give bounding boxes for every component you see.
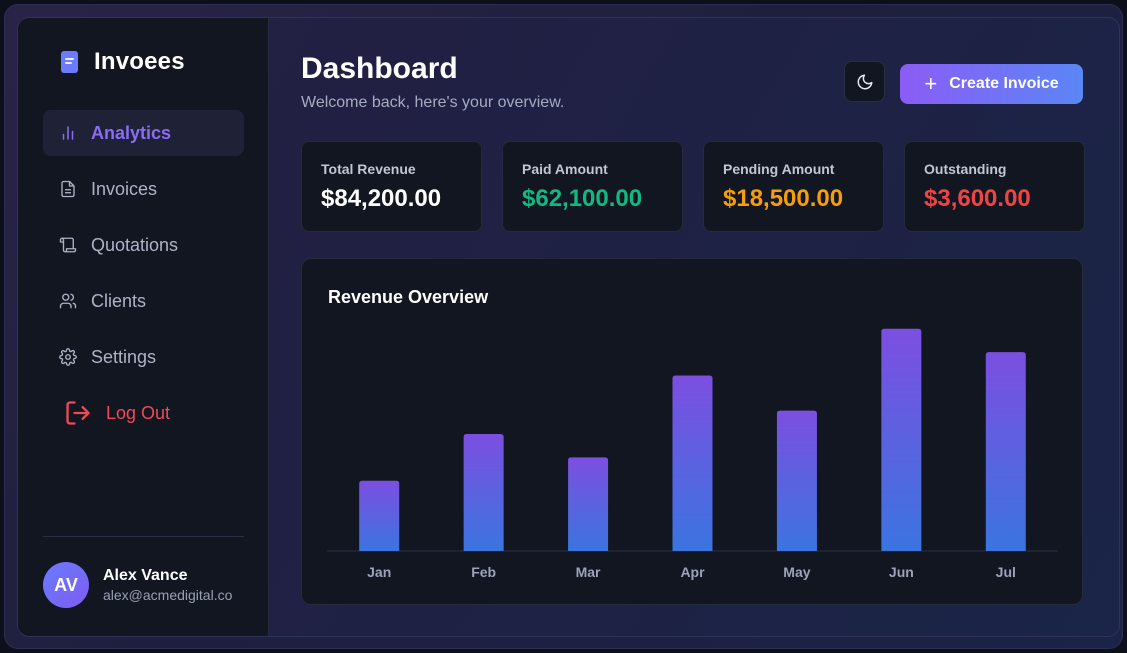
theme-toggle-button[interactable]	[844, 61, 885, 102]
stat-label: Pending Amount	[723, 161, 835, 177]
x-tick-label: Mar	[576, 564, 601, 580]
page-title: Dashboard	[301, 52, 458, 85]
stat-label: Paid Amount	[522, 161, 608, 177]
bar-may[interactable]	[776, 410, 817, 551]
sidebar-divider	[43, 536, 244, 537]
sidebar-item-label: Clients	[91, 290, 147, 311]
revenue-chart-card: Jan Feb Mar Apr May Jun Jul Revenue Overview	[301, 258, 1083, 605]
user-email: alex@acmedigital.co	[103, 587, 233, 603]
avatar: AV	[43, 562, 89, 608]
plus-icon: +	[924, 71, 938, 96]
bar-feb[interactable]	[463, 434, 504, 551]
brand-name: Invoees	[94, 48, 185, 75]
gear-icon	[59, 348, 77, 366]
stat-value: $18,500.00	[723, 185, 844, 212]
x-tick-label: Jun	[889, 564, 914, 580]
bar-jun[interactable]	[881, 328, 922, 551]
stat-card-outstanding: Outstanding $3,600.00	[904, 141, 1085, 232]
stat-card-total-revenue: Total Revenue $84,200.00	[301, 141, 482, 232]
app-window: Invoees Analytics Invoices Quotations	[4, 4, 1123, 649]
sidebar-item-settings[interactable]: Settings	[43, 334, 244, 380]
user-info: Alex Vance alex@acmedigital.co	[103, 567, 232, 603]
app-frame: Invoees Analytics Invoices Quotations	[17, 17, 1120, 637]
sidebar-item-label: Settings	[91, 346, 157, 367]
chart-title: Revenue Overview	[328, 287, 489, 307]
document-logo-icon	[61, 51, 78, 73]
user-profile[interactable]: AV Alex Vance alex@acmedigital.co	[43, 562, 232, 608]
bar-jul[interactable]	[985, 352, 1026, 551]
main-content: Dashboard Welcome back, here's your over…	[269, 18, 1119, 636]
sidebar-item-analytics[interactable]: Analytics	[43, 110, 244, 156]
stat-card-pending-amount: Pending Amount $18,500.00	[703, 141, 884, 232]
sidebar-nav: Analytics Invoices Quotations Clients Se…	[43, 110, 244, 446]
bar-apr[interactable]	[672, 375, 713, 552]
brand[interactable]: Invoees	[61, 48, 185, 76]
sidebar-item-clients[interactable]: Clients	[43, 278, 244, 324]
bar-chart-icon	[62, 126, 74, 140]
user-name: Alex Vance	[103, 567, 188, 584]
stat-label: Total Revenue	[321, 161, 416, 177]
sidebar-item-label: Quotations	[91, 234, 179, 255]
x-tick-label: Apr	[680, 564, 705, 580]
revenue-bar-chart: Jan Feb Mar Apr May Jun Jul	[327, 328, 1058, 580]
sidebar-item-label: Analytics	[91, 122, 172, 143]
stat-label: Outstanding	[924, 161, 1007, 177]
logout-button[interactable]: Log Out	[43, 390, 244, 436]
bar-mar[interactable]	[568, 457, 609, 551]
x-tick-label: May	[783, 564, 810, 580]
stat-card-paid-amount: Paid Amount $62,100.00	[502, 141, 683, 232]
x-tick-label: Feb	[471, 564, 496, 580]
stat-value: $62,100.00	[522, 185, 643, 212]
page-subtitle: Welcome back, here's your overview.	[301, 94, 565, 111]
logout-label: Log Out	[106, 402, 171, 423]
sidebar-item-invoices[interactable]: Invoices	[43, 166, 244, 212]
create-invoice-label: Create Invoice	[949, 75, 1059, 92]
bar-jan[interactable]	[359, 480, 400, 551]
sidebar-item-quotations[interactable]: Quotations	[43, 222, 244, 268]
scroll-icon	[59, 237, 77, 253]
x-tick-label: Jan	[367, 564, 391, 580]
sidebar-item-label: Invoices	[91, 178, 158, 199]
logout-icon	[66, 401, 90, 425]
file-text-icon	[61, 180, 75, 198]
sidebar: Invoees Analytics Invoices Quotations	[18, 18, 269, 636]
stat-value: $84,200.00	[321, 185, 442, 212]
users-icon	[59, 293, 77, 309]
moon-icon	[857, 74, 872, 89]
x-tick-label: Jul	[996, 564, 1016, 580]
stat-value: $3,600.00	[924, 185, 1031, 212]
create-invoice-button[interactable]: + Create Invoice	[900, 64, 1083, 104]
stats-row: Total Revenue $84,200.00 Paid Amount $62…	[301, 141, 1085, 232]
